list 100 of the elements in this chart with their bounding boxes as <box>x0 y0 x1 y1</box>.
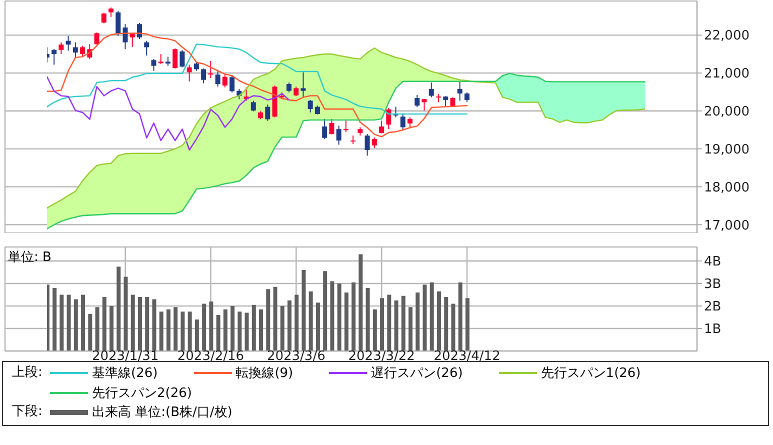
bar <box>273 286 278 351</box>
bar <box>124 276 128 351</box>
bar <box>138 296 142 351</box>
bar <box>152 299 156 351</box>
candlestick <box>165 56 170 66</box>
candlestick <box>308 99 313 113</box>
bar <box>344 292 348 351</box>
y-tick-label: 22,000 <box>704 28 750 44</box>
bar <box>451 304 456 351</box>
bar <box>230 306 235 351</box>
bar <box>180 312 185 351</box>
y-tick-label: 1B <box>704 322 722 338</box>
bar <box>465 298 470 351</box>
line-series <box>47 47 645 209</box>
x-tick-label: 2023/4/12 <box>434 349 500 364</box>
candlestick <box>336 125 342 146</box>
bar <box>294 294 299 351</box>
candlestick <box>101 12 106 24</box>
bar <box>66 294 71 351</box>
x-tick-label: 2023/3/6 <box>266 349 326 364</box>
bar <box>188 312 192 351</box>
bar <box>74 299 78 351</box>
y-tick-label: 2B <box>704 300 722 315</box>
bar <box>81 294 86 351</box>
bar <box>366 288 370 351</box>
bar <box>394 300 398 351</box>
bar <box>287 300 292 351</box>
y-tick-label: 3B <box>704 277 722 292</box>
bar <box>458 282 462 351</box>
bar <box>266 289 270 351</box>
bar <box>337 283 342 351</box>
candlestick <box>350 135 356 144</box>
candlestick <box>66 35 71 52</box>
bar <box>174 307 178 351</box>
y-tick-label: 19,000 <box>704 142 750 158</box>
y-tick-label: 4B <box>704 254 722 270</box>
candlestick <box>386 107 392 130</box>
bar <box>166 309 170 351</box>
y-tick-label: 17,000 <box>704 218 750 234</box>
y-tick-label: 18,000 <box>704 180 750 196</box>
candlestick <box>58 42 64 55</box>
bar <box>430 282 434 351</box>
bar <box>316 302 320 351</box>
candlestick <box>186 64 192 82</box>
candlestick <box>343 120 348 133</box>
candlestick <box>400 112 406 132</box>
legend-label: 遅行スパン(26) <box>371 365 463 382</box>
bar <box>194 319 199 351</box>
candlestick <box>464 92 470 103</box>
candlestick <box>94 32 100 46</box>
candlestick <box>443 96 448 108</box>
bar <box>408 307 413 351</box>
bar <box>401 296 406 351</box>
bar <box>238 312 242 351</box>
candlestick <box>414 94 420 108</box>
bar <box>436 291 441 351</box>
candlestick <box>265 104 270 122</box>
bar <box>52 288 57 351</box>
candlestick <box>136 22 142 40</box>
candlestick <box>250 100 256 112</box>
bar <box>159 312 164 351</box>
bar <box>444 296 448 351</box>
bar <box>60 294 64 351</box>
bar <box>387 294 392 351</box>
candlestick <box>151 58 156 72</box>
candlestick <box>172 48 178 69</box>
bar <box>280 306 284 351</box>
bar <box>202 304 206 351</box>
candlestick <box>180 50 185 68</box>
bar <box>308 291 313 351</box>
x-tick-label: 2023/3/22 <box>348 349 415 364</box>
bar <box>209 301 214 351</box>
bar <box>358 254 363 351</box>
bar <box>244 312 249 351</box>
candlestick <box>379 120 384 134</box>
bar <box>95 307 100 351</box>
bar <box>352 282 356 351</box>
y-axis-title: 単位: B <box>8 250 52 265</box>
bar <box>302 270 306 351</box>
candlestick <box>122 24 128 50</box>
bar <box>130 294 135 351</box>
candlestick <box>372 136 377 149</box>
candlestick <box>329 118 334 135</box>
bar <box>216 314 220 351</box>
candlestick <box>322 118 328 140</box>
candlestick <box>158 54 164 64</box>
candlestick <box>422 98 427 112</box>
bar <box>116 266 121 351</box>
candlestick <box>364 134 370 156</box>
legend-title: 下段: <box>12 403 44 421</box>
candlestick <box>116 10 121 36</box>
candlestick <box>52 48 57 66</box>
candlestick <box>108 6 114 18</box>
legend-title: 上段: <box>12 364 44 382</box>
bar <box>259 309 264 351</box>
candlestick <box>457 81 462 102</box>
bar <box>416 292 420 351</box>
y-tick-label: 21,000 <box>704 66 750 82</box>
candlestick <box>300 72 306 98</box>
bar <box>223 309 228 351</box>
